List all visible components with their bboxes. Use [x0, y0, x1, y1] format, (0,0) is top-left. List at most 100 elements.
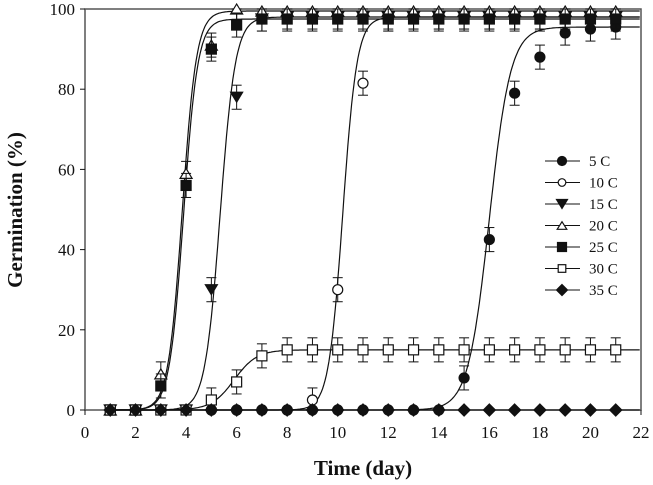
data-point: [306, 344, 319, 356]
data-point: [204, 284, 219, 296]
fit-curve-25C: [110, 18, 640, 411]
legend-label: 10 C: [589, 176, 618, 192]
plot-area: [84, 2, 642, 417]
data-point: [584, 344, 597, 356]
data-point: [332, 344, 344, 356]
legend-marker: [556, 220, 568, 230]
data-point: [256, 350, 268, 362]
legend-item: 25 C: [545, 240, 618, 256]
legend-marker: [557, 264, 567, 273]
x-tick-label: 4: [182, 423, 191, 442]
legend-marker: [556, 241, 568, 253]
x-tick-label: 14: [430, 423, 448, 442]
data-point: [457, 403, 471, 417]
data-point: [458, 344, 470, 356]
y-axis-ticks: 0 20 40 60 80 100: [50, 0, 85, 420]
legend-item: 15 C: [545, 197, 618, 213]
legend-marker: [557, 178, 567, 187]
data-point: [153, 403, 168, 417]
data-point: [231, 19, 243, 31]
data-point: [382, 13, 394, 25]
x-axis-label: Time (day): [314, 456, 412, 480]
legend: 5 C 10 C 15 C 20 C 25 C 30 C 35 C: [545, 154, 618, 299]
y-tick-label: 40: [58, 241, 75, 260]
data-point: [610, 13, 622, 25]
data-point: [357, 77, 369, 89]
y-tick-label: 0: [67, 401, 76, 420]
legend-label: 5 C: [589, 154, 610, 170]
legend-item: 10 C: [545, 176, 618, 192]
legend-label: 25 C: [589, 240, 618, 256]
data-point: [559, 13, 571, 25]
y-axis-label: Germination (%): [3, 132, 27, 288]
data-point: [205, 43, 217, 55]
y-tick-label: 80: [58, 80, 75, 99]
data-point: [180, 179, 192, 192]
data-point: [357, 13, 369, 25]
data-point: [332, 13, 344, 25]
x-tick-label: 16: [481, 423, 498, 442]
data-point: [281, 13, 293, 25]
data-point: [507, 403, 522, 417]
legend-label: 30 C: [589, 262, 618, 278]
data-point: [204, 403, 219, 417]
data-point: [610, 344, 622, 356]
data-point: [256, 13, 268, 25]
legend-label: 20 C: [589, 219, 618, 235]
data-point: [255, 403, 269, 417]
legend-marker: [556, 155, 568, 167]
data-point: [534, 13, 546, 25]
data-point: [458, 372, 470, 384]
x-tick-label: 12: [380, 423, 397, 442]
x-tick-label: 6: [232, 423, 241, 442]
data-point: [356, 403, 370, 417]
data-point: [305, 403, 320, 417]
data-point: [483, 13, 495, 25]
data-point: [407, 344, 420, 356]
x-tick-label: 0: [81, 423, 90, 442]
legend-item: 35 C: [545, 283, 618, 299]
data-point: [407, 13, 420, 25]
x-tick-label: 10: [329, 423, 346, 442]
data-point: [584, 13, 597, 25]
data-point: [103, 403, 118, 417]
legend-marker: [555, 198, 569, 210]
data-point: [155, 380, 167, 392]
data-point: [509, 13, 521, 25]
x-tick-label: 22: [633, 423, 650, 442]
y-tick-label: 100: [50, 0, 76, 19]
data-point: [357, 344, 369, 356]
y-tick-label: 60: [58, 160, 75, 179]
legend-label: 35 C: [589, 283, 618, 299]
data-point: [509, 87, 521, 99]
data-point: [231, 376, 243, 388]
fit-curve-30C: [110, 349, 640, 411]
data-point: [608, 403, 623, 417]
data-point: [558, 403, 573, 417]
legend-marker: [555, 283, 569, 297]
data-point: [406, 403, 421, 417]
legend-label: 15 C: [589, 197, 618, 213]
legend-item: 20 C: [545, 219, 618, 235]
data-point: [229, 91, 244, 104]
data-point: [534, 344, 546, 356]
x-tick-label: 20: [582, 423, 599, 442]
fit-curve-15C: [110, 16, 640, 411]
x-tick-label: 8: [283, 423, 292, 442]
series-35C: [103, 403, 623, 417]
data-point: [382, 344, 394, 356]
y-tick-label: 20: [58, 321, 75, 340]
x-axis-ticks: 0 2 4 6 8 10 12 14 16 18 20 22: [81, 410, 650, 442]
data-point: [332, 284, 344, 296]
data-point: [559, 344, 571, 356]
legend-item: 30 C: [545, 262, 618, 278]
fit-curve-20C: [110, 10, 640, 411]
data-point: [483, 233, 495, 246]
data-point: [509, 344, 521, 356]
data-point: [306, 13, 319, 25]
x-tick-label: 2: [131, 423, 140, 442]
data-point: [483, 344, 495, 356]
legend-item: 5 C: [545, 154, 610, 170]
data-point: [458, 13, 470, 25]
